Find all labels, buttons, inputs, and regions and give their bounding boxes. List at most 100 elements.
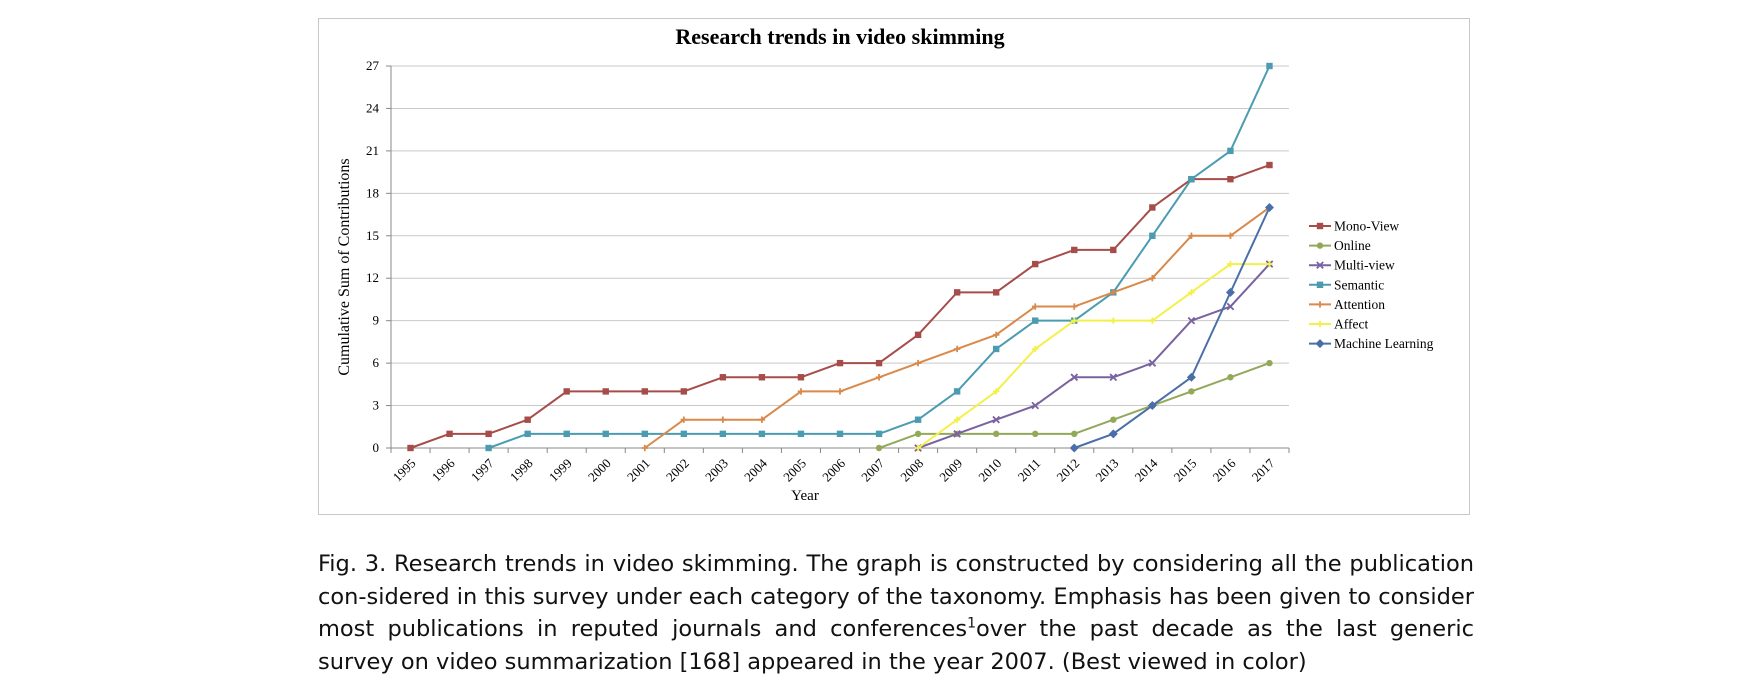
x-tick-label: 2002 <box>663 456 692 485</box>
data-point-mono-view <box>719 374 727 381</box>
data-point-mono-view <box>758 374 766 381</box>
chart-frame: Research trends in video skimming 0 3 6 9 12 1… <box>318 18 1470 515</box>
y-tick-label: 18 <box>366 185 379 200</box>
series-line-machine-learning <box>1073 207 1271 449</box>
data-point-machine-learning <box>1225 287 1235 297</box>
legend-label-affect: Affect <box>1334 317 1368 332</box>
data-point-online <box>875 444 883 452</box>
data-point-mono-view <box>602 388 609 395</box>
data-point-affect <box>1227 260 1234 268</box>
data-point-attention <box>1149 275 1156 282</box>
x-tick-label: 2004 <box>741 455 770 484</box>
legend-marker-mono-view <box>1316 222 1324 230</box>
x-tick-label: 2003 <box>702 456 731 485</box>
data-point-online <box>1032 430 1039 438</box>
data-point-semantic <box>953 388 961 395</box>
x-tick-label: 2001 <box>624 456 653 485</box>
legend-label-mono-view: Mono-View <box>1334 219 1399 234</box>
data-point-mono-view <box>641 388 648 395</box>
legend-marker-affect <box>1316 320 1324 328</box>
data-point-attention <box>1032 303 1039 310</box>
y-tick-label: 24 <box>366 100 380 115</box>
data-point-attention <box>719 416 727 423</box>
y-tick-label: 9 <box>373 313 380 328</box>
x-tick-label: 2011 <box>1015 456 1044 485</box>
data-point-affect <box>914 444 922 452</box>
data-point-multi-view <box>992 415 1001 424</box>
data-point-semantic <box>680 430 688 438</box>
line-chart: Research trends in video skimming 0 3 6 9 12 1… <box>336 24 1434 504</box>
data-point-mono-view <box>407 444 414 452</box>
y-tick-label: 6 <box>373 355 380 370</box>
legend-marker-machine-learning <box>1315 339 1325 349</box>
data-point-semantic <box>1266 62 1273 70</box>
data-point-attention <box>953 345 961 353</box>
data-point-attention <box>1071 303 1078 310</box>
data-point-mono-view <box>992 289 1000 296</box>
data-point-multi-view <box>1187 316 1196 325</box>
data-point-semantic <box>485 444 492 452</box>
data-point-affect <box>1110 317 1117 324</box>
data-point-semantic <box>914 416 922 423</box>
footnote-marker: 1 <box>967 615 976 632</box>
data-point-mono-view <box>1266 161 1273 169</box>
x-tick-label: 1998 <box>507 456 536 485</box>
chart-title: Research trends in video skimming <box>675 24 1004 49</box>
x-tick-label: 2006 <box>819 455 848 484</box>
data-point-mono-view <box>1227 175 1234 183</box>
data-point-mono-view <box>836 359 844 367</box>
data-point-semantic <box>797 430 805 438</box>
data-point-semantic <box>1188 175 1195 183</box>
data-point-semantic <box>1149 232 1156 239</box>
data-point-affect <box>1032 345 1039 353</box>
data-point-online <box>914 430 922 438</box>
data-point-semantic <box>1032 317 1039 324</box>
data-point-mono-view <box>524 416 531 423</box>
x-tick-label: 2007 <box>858 455 887 484</box>
data-point-mono-view <box>1032 260 1039 268</box>
data-point-semantic <box>1227 147 1234 155</box>
data-point-affect <box>953 416 961 423</box>
data-point-multi-view <box>1070 373 1079 382</box>
x-tick-label: 1996 <box>429 455 458 484</box>
y-tick-label: 12 <box>366 270 379 285</box>
y-axis-label: Cumulative Sum of Contributions <box>336 158 353 375</box>
data-point-affect <box>1149 317 1156 324</box>
series-line-multi-view <box>917 263 1271 449</box>
data-point-online <box>1188 388 1195 395</box>
x-tick-label: 2013 <box>1092 456 1121 485</box>
data-point-semantic <box>602 430 609 438</box>
series-line-affect <box>917 263 1270 449</box>
y-tick-label: 0 <box>373 440 380 455</box>
data-point-mono-view <box>1110 246 1117 254</box>
data-point-online <box>1266 359 1273 367</box>
legend-marker-semantic <box>1316 281 1324 288</box>
data-point-semantic <box>758 430 766 438</box>
data-point-multi-view <box>1148 359 1157 367</box>
data-point-semantic <box>641 430 648 438</box>
data-point-multi-view <box>1226 302 1235 311</box>
data-point-semantic <box>524 430 531 438</box>
data-point-machine-learning <box>1069 443 1079 453</box>
data-point-affect <box>1266 260 1273 268</box>
data-point-mono-view <box>914 331 922 339</box>
x-tick-label: 2009 <box>936 456 965 485</box>
x-tick-label: 2000 <box>585 456 614 485</box>
data-point-machine-learning <box>1108 429 1118 439</box>
data-point-semantic <box>563 430 570 438</box>
legend-label-attention: Attention <box>1334 297 1385 312</box>
series-line-attention <box>644 206 1271 449</box>
data-point-affect <box>1071 317 1078 324</box>
data-point-mono-view <box>1149 204 1156 211</box>
legend-label-online: Online <box>1334 238 1371 253</box>
x-tick-label: 2012 <box>1053 456 1082 485</box>
data-point-online <box>1110 416 1117 423</box>
legend-label-semantic: Semantic <box>1334 277 1384 292</box>
x-tick-label: 2017 <box>1249 455 1278 484</box>
x-tick-label: 2005 <box>780 456 809 485</box>
data-point-semantic <box>992 345 1000 353</box>
data-point-attention <box>797 388 805 395</box>
legend-marker-multi-view <box>1316 261 1324 270</box>
data-point-mono-view <box>446 430 453 438</box>
x-tick-label: 2016 <box>1210 455 1239 484</box>
